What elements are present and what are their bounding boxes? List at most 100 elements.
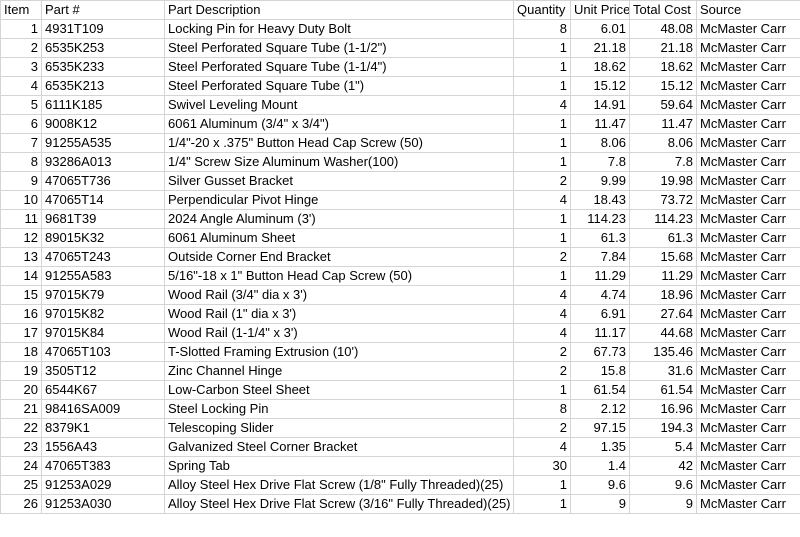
cell-source[interactable]: McMaster Carr — [696, 228, 800, 248]
cell-quantity[interactable]: 4 — [513, 437, 571, 457]
cell-part-number[interactable]: 91253A029 — [41, 475, 165, 495]
cell-source[interactable]: McMaster Carr — [696, 399, 800, 419]
cell-part-description[interactable]: Wood Rail (1" dia x 3') — [164, 304, 514, 324]
cell-part-number[interactable]: 91255A583 — [41, 266, 165, 286]
cell-total-cost[interactable]: 15.68 — [629, 247, 697, 267]
cell-unit-price[interactable]: 15.8 — [570, 361, 630, 381]
cell-unit-price[interactable]: 6.01 — [570, 19, 630, 39]
cell-quantity[interactable]: 1 — [513, 133, 571, 153]
cell-source[interactable]: McMaster Carr — [696, 19, 800, 39]
cell-source[interactable]: McMaster Carr — [696, 342, 800, 362]
cell-source[interactable]: McMaster Carr — [696, 38, 800, 58]
cell-total-cost[interactable]: 11.29 — [629, 266, 697, 286]
cell-part-number[interactable]: 6535K213 — [41, 76, 165, 96]
cell-quantity[interactable]: 2 — [513, 418, 571, 438]
cell-unit-price[interactable]: 9.99 — [570, 171, 630, 191]
cell-quantity[interactable]: 1 — [513, 228, 571, 248]
cell-part-number[interactable]: 8379K1 — [41, 418, 165, 438]
cell-item[interactable]: 13 — [0, 247, 42, 267]
cell-total-cost[interactable]: 48.08 — [629, 19, 697, 39]
cell-part-description[interactable]: T-Slotted Framing Extrusion (10') — [164, 342, 514, 362]
cell-part-description[interactable]: Zinc Channel Hinge — [164, 361, 514, 381]
cell-quantity[interactable]: 1 — [513, 76, 571, 96]
cell-source[interactable]: McMaster Carr — [696, 171, 800, 191]
cell-item[interactable]: 4 — [0, 76, 42, 96]
cell-unit-price[interactable]: 9 — [570, 494, 630, 514]
cell-quantity[interactable]: 1 — [513, 475, 571, 495]
cell-quantity[interactable]: 4 — [513, 285, 571, 305]
cell-item[interactable]: 16 — [0, 304, 42, 324]
cell-item[interactable]: 19 — [0, 361, 42, 381]
cell-item[interactable]: 11 — [0, 209, 42, 229]
cell-part-description[interactable]: Swivel Leveling Mount — [164, 95, 514, 115]
cell-quantity[interactable]: 1 — [513, 114, 571, 134]
cell-part-description[interactable]: Spring Tab — [164, 456, 514, 476]
cell-item[interactable]: 2 — [0, 38, 42, 58]
cell-part-number[interactable]: 3505T12 — [41, 361, 165, 381]
cell-part-description[interactable]: Silver Gusset Bracket — [164, 171, 514, 191]
cell-quantity[interactable]: 4 — [513, 95, 571, 115]
cell-quantity[interactable]: 1 — [513, 152, 571, 172]
cell-unit-price[interactable]: 8.06 — [570, 133, 630, 153]
cell-part-number[interactable]: 4931T109 — [41, 19, 165, 39]
cell-quantity[interactable]: 2 — [513, 171, 571, 191]
header-source[interactable]: Source — [696, 0, 800, 20]
cell-total-cost[interactable]: 27.64 — [629, 304, 697, 324]
cell-source[interactable]: McMaster Carr — [696, 285, 800, 305]
cell-part-description[interactable]: Alloy Steel Hex Drive Flat Screw (3/16" … — [164, 494, 514, 514]
cell-total-cost[interactable]: 7.8 — [629, 152, 697, 172]
cell-item[interactable]: 18 — [0, 342, 42, 362]
cell-source[interactable]: McMaster Carr — [696, 133, 800, 153]
cell-part-number[interactable]: 9008K12 — [41, 114, 165, 134]
cell-item[interactable]: 6 — [0, 114, 42, 134]
cell-source[interactable]: McMaster Carr — [696, 456, 800, 476]
cell-source[interactable]: McMaster Carr — [696, 437, 800, 457]
cell-item[interactable]: 12 — [0, 228, 42, 248]
cell-quantity[interactable]: 2 — [513, 247, 571, 267]
cell-quantity[interactable]: 2 — [513, 361, 571, 381]
cell-total-cost[interactable]: 9.6 — [629, 475, 697, 495]
cell-part-description[interactable]: Steel Locking Pin — [164, 399, 514, 419]
cell-part-number[interactable]: 91253A030 — [41, 494, 165, 514]
cell-part-number[interactable]: 47065T14 — [41, 190, 165, 210]
cell-unit-price[interactable]: 6.91 — [570, 304, 630, 324]
cell-unit-price[interactable]: 61.3 — [570, 228, 630, 248]
cell-quantity[interactable]: 4 — [513, 304, 571, 324]
cell-unit-price[interactable]: 114.23 — [570, 209, 630, 229]
cell-unit-price[interactable]: 7.8 — [570, 152, 630, 172]
header-item[interactable]: Item — [0, 0, 42, 20]
cell-total-cost[interactable]: 9 — [629, 494, 697, 514]
cell-unit-price[interactable]: 2.12 — [570, 399, 630, 419]
cell-part-description[interactable]: 6061 Aluminum (3/4" x 3/4") — [164, 114, 514, 134]
cell-source[interactable]: McMaster Carr — [696, 361, 800, 381]
cell-part-description[interactable]: Galvanized Steel Corner Bracket — [164, 437, 514, 457]
cell-part-number[interactable]: 47065T383 — [41, 456, 165, 476]
cell-source[interactable]: McMaster Carr — [696, 209, 800, 229]
cell-total-cost[interactable]: 15.12 — [629, 76, 697, 96]
cell-unit-price[interactable]: 4.74 — [570, 285, 630, 305]
cell-unit-price[interactable]: 14.91 — [570, 95, 630, 115]
cell-quantity[interactable]: 1 — [513, 38, 571, 58]
cell-unit-price[interactable]: 11.47 — [570, 114, 630, 134]
cell-item[interactable]: 21 — [0, 399, 42, 419]
cell-unit-price[interactable]: 7.84 — [570, 247, 630, 267]
cell-quantity[interactable]: 1 — [513, 209, 571, 229]
cell-item[interactable]: 15 — [0, 285, 42, 305]
cell-item[interactable]: 26 — [0, 494, 42, 514]
cell-unit-price[interactable]: 18.43 — [570, 190, 630, 210]
header-unit-price[interactable]: Unit Price — [570, 0, 630, 20]
cell-part-number[interactable]: 91255A535 — [41, 133, 165, 153]
cell-total-cost[interactable]: 42 — [629, 456, 697, 476]
cell-part-number[interactable]: 97015K84 — [41, 323, 165, 343]
cell-part-description[interactable]: Locking Pin for Heavy Duty Bolt — [164, 19, 514, 39]
cell-source[interactable]: McMaster Carr — [696, 475, 800, 495]
cell-part-number[interactable]: 98416SA009 — [41, 399, 165, 419]
cell-quantity[interactable]: 8 — [513, 19, 571, 39]
cell-item[interactable]: 1 — [0, 19, 42, 39]
cell-item[interactable]: 5 — [0, 95, 42, 115]
cell-total-cost[interactable]: 135.46 — [629, 342, 697, 362]
cell-total-cost[interactable]: 5.4 — [629, 437, 697, 457]
cell-part-description[interactable]: 1/4"-20 x .375" Button Head Cap Screw (5… — [164, 133, 514, 153]
cell-unit-price[interactable]: 61.54 — [570, 380, 630, 400]
cell-part-number[interactable]: 47065T736 — [41, 171, 165, 191]
